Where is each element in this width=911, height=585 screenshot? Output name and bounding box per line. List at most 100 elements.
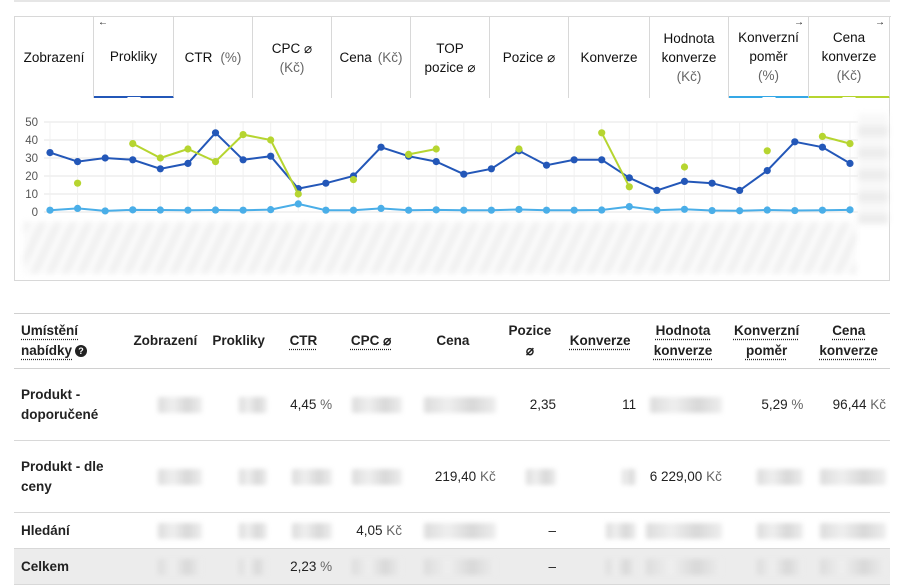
data-point <box>818 143 827 151</box>
tab-label: TOP <box>436 40 464 56</box>
cell-blurred <box>206 440 271 513</box>
header-konverzni-pomer[interactable]: Konverzní poměr <box>725 313 808 369</box>
data-point <box>46 149 54 157</box>
data-point <box>598 156 606 164</box>
y-tick-label: 20 <box>25 171 38 183</box>
y-axis-ticks: 0 10 20 30 40 50 <box>25 117 38 219</box>
data-point <box>46 206 54 214</box>
data-point <box>73 158 82 166</box>
cell-cpc: 4,05 Kč <box>336 512 407 549</box>
tab-label: Cena <box>339 50 372 65</box>
cell-blurred <box>124 368 207 441</box>
help-icon[interactable]: ? <box>75 345 88 357</box>
header-placement[interactable]: Umístění nabídky? <box>14 313 125 369</box>
table-header-row: Umístění nabídky? Zobrazení Prokliky CTR… <box>14 313 890 369</box>
header-pozice[interactable]: Pozice ⌀ <box>499 313 561 369</box>
data-point <box>680 163 689 171</box>
data-point <box>129 140 137 148</box>
tab-label-2: poměr <box>749 49 788 64</box>
tab-label: Konverzní <box>738 30 799 45</box>
data-point <box>156 206 164 214</box>
blurred-x-axis-labels <box>24 222 856 274</box>
data-point <box>405 150 413 158</box>
series-line <box>408 148 437 156</box>
cell-blurred <box>560 548 641 585</box>
tab-unit: (Kč) <box>377 50 403 65</box>
data-point <box>763 147 771 155</box>
data-point <box>267 206 275 214</box>
blurred-right-axis <box>858 114 888 224</box>
data-point <box>267 152 275 160</box>
cell-cena: 219,40 Kč <box>406 440 500 513</box>
cell-pomer: 5,29 % <box>725 368 808 441</box>
row-label: Hledání <box>14 512 125 549</box>
data-point <box>542 161 551 169</box>
cell-blurred <box>124 512 207 549</box>
data-point <box>73 204 82 212</box>
table-row: Produkt - dle ceny 219,40 Kč 6 229,00 Kč <box>14 440 890 513</box>
data-point <box>267 136 275 144</box>
cell-hodnota: 6 229,00 Kč <box>640 440 726 513</box>
cell-ctr: 4,45 % <box>270 368 337 441</box>
header-konverze[interactable]: Konverze <box>560 313 641 369</box>
table-total-row: Celkem 2,23 % – <box>14 548 890 585</box>
data-point <box>460 170 468 178</box>
cell-konverze: 11 <box>560 368 641 441</box>
cell-blurred <box>499 440 561 513</box>
series-line <box>49 202 851 212</box>
cell-pozice: 2,35 <box>499 368 561 441</box>
tab-unit: (Kč) <box>676 69 702 84</box>
data-point <box>846 159 854 167</box>
header-cena-konverze[interactable]: Cena konverze <box>807 313 890 369</box>
data-point <box>460 206 468 214</box>
data-point <box>184 159 192 167</box>
data-point <box>708 179 716 187</box>
tab-cena-konverze[interactable]: → Cena konverze (Kč) <box>809 17 890 109</box>
tab-unit: (%) <box>758 68 779 83</box>
cell-blurred <box>336 548 407 585</box>
tab-label: CPC ⌀ <box>271 40 313 56</box>
header-hodnota-konverze[interactable]: Hodnota konverze <box>640 313 726 369</box>
header-prokliky[interactable]: Prokliky <box>206 313 271 369</box>
data-point <box>625 203 633 211</box>
cell-blurred <box>270 440 337 513</box>
data-point <box>736 186 744 194</box>
row-label: Produkt - dle ceny <box>14 440 125 513</box>
cell-blurred <box>206 548 271 585</box>
data-point <box>211 129 220 137</box>
data-point <box>846 140 854 148</box>
data-point <box>432 206 440 214</box>
cell-blurred <box>406 512 500 549</box>
cell-blurred <box>725 512 808 549</box>
arrow-left-icon[interactable]: ← <box>98 17 108 28</box>
table-row: Hledání 4,05 Kč – <box>14 512 890 549</box>
series-0 <box>46 129 854 194</box>
data-point <box>211 206 220 214</box>
cell-blurred <box>807 440 890 513</box>
cell-blurred <box>124 440 207 513</box>
header-zobrazeni[interactable]: Zobrazení <box>124 313 207 369</box>
arrow-right-icon[interactable]: → <box>794 17 804 28</box>
data-point <box>349 176 358 184</box>
cell-blurred <box>725 548 808 585</box>
series-line <box>822 135 851 145</box>
arrow-right-icon[interactable]: → <box>875 17 885 28</box>
tab-unit: (Kč) <box>836 68 862 83</box>
data-point <box>680 177 689 185</box>
header-cpc[interactable]: CPC ⌀ <box>336 313 407 369</box>
data-point <box>101 207 109 215</box>
tab-label: CTR <box>184 50 213 65</box>
cell-blurred <box>336 440 407 513</box>
data-point <box>791 138 799 146</box>
series-line <box>600 132 631 188</box>
tab-label: Prokliky <box>109 49 158 64</box>
header-ctr[interactable]: CTR <box>270 313 337 369</box>
data-point <box>598 129 606 137</box>
header-cena[interactable]: Cena <box>406 313 500 369</box>
data-point <box>791 206 799 215</box>
series-line <box>49 131 851 192</box>
cell-blurred <box>206 512 271 549</box>
placement-stats-table: Umístění nabídky? Zobrazení Prokliky CTR… <box>14 313 890 585</box>
cell-blurred <box>640 548 726 585</box>
tab-hodnota-konverze[interactable]: Hodnota konverze (Kč) <box>650 17 729 99</box>
